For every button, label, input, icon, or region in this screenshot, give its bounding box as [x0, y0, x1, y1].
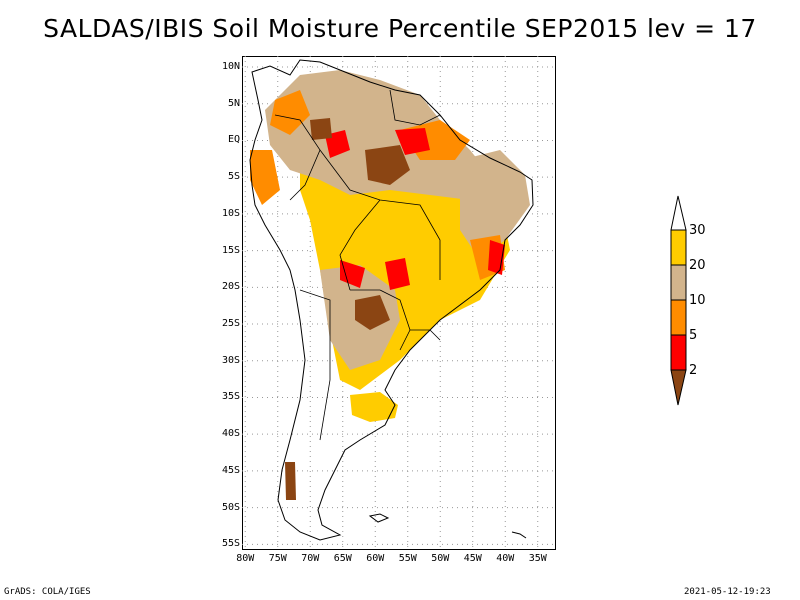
moisture-patches	[250, 70, 530, 500]
patch-20-30-south	[350, 392, 398, 422]
x-tick-label: 75W	[268, 553, 287, 564]
y-tick-label: 30S	[221, 354, 240, 366]
x-tick-label: 50W	[431, 553, 450, 564]
legend-label-20: 20	[689, 258, 706, 273]
y-tick-label: 10S	[221, 207, 240, 219]
patch-below-2-c	[310, 118, 332, 140]
x-tick-label: 60W	[366, 553, 385, 564]
y-tick-label: 35S	[221, 391, 240, 403]
x-tick-label: 35W	[528, 553, 547, 564]
patch-2-5-c	[385, 258, 410, 290]
legend-band-10-20	[670, 264, 687, 301]
y-tick-label: EQ	[227, 134, 240, 146]
legend-band-5-10	[670, 299, 687, 336]
chart-title: SALDAS/IBIS Soil Moisture Percentile SEP…	[43, 14, 757, 43]
x-tick-label: 70W	[301, 553, 320, 564]
legend-above30	[670, 195, 687, 231]
x-tick-label: 45W	[463, 553, 482, 564]
legend-label-2: 2	[689, 363, 698, 378]
patch-5-10-d	[250, 150, 280, 205]
footer-timestamp: 2021-05-12-19:23	[684, 587, 771, 597]
falkland-islands	[368, 513, 390, 523]
y-tick-label: 50S	[221, 501, 240, 513]
y-tick-label: 5N	[227, 97, 240, 109]
patch-2-5-b	[395, 128, 430, 155]
y-tick-label: 15S	[221, 244, 240, 256]
country-borders	[274, 89, 441, 441]
legend-label-30: 30	[689, 223, 706, 238]
patch-below-2-a	[365, 145, 410, 185]
x-tick-label: 55W	[398, 553, 417, 564]
legend-label-10: 10	[689, 293, 706, 308]
legend-below2	[670, 369, 687, 406]
y-tick-label: 55S	[221, 538, 240, 550]
x-tick-label: 80W	[236, 553, 255, 564]
y-tick-label: 25S	[221, 318, 240, 330]
patch-below-2-b	[355, 295, 390, 330]
y-tick-label: 5S	[227, 171, 240, 183]
patch-2-5-d	[340, 260, 365, 288]
legend-label-5: 5	[689, 328, 698, 343]
south-georgia	[511, 531, 527, 539]
continent-outline	[249, 59, 534, 541]
x-tick-label: 40W	[496, 553, 515, 564]
patch-10-20-east	[460, 150, 530, 260]
footer-credit: GrADS: COLA/IGES	[4, 587, 91, 597]
y-tick-label: 40S	[221, 428, 240, 440]
patch-5-10-a	[270, 90, 310, 135]
y-tick-label: 45S	[221, 464, 240, 476]
y-tick-label: 20S	[221, 281, 240, 293]
patch-below-2-d	[285, 462, 296, 500]
legend-band-2-5	[670, 334, 687, 371]
x-tick-label: 65W	[333, 553, 352, 564]
y-tick-label: 10N	[221, 61, 240, 72]
patch-10-20-north	[265, 70, 490, 200]
legend-band-20-30	[670, 229, 687, 266]
legend-colorbar	[670, 195, 687, 406]
